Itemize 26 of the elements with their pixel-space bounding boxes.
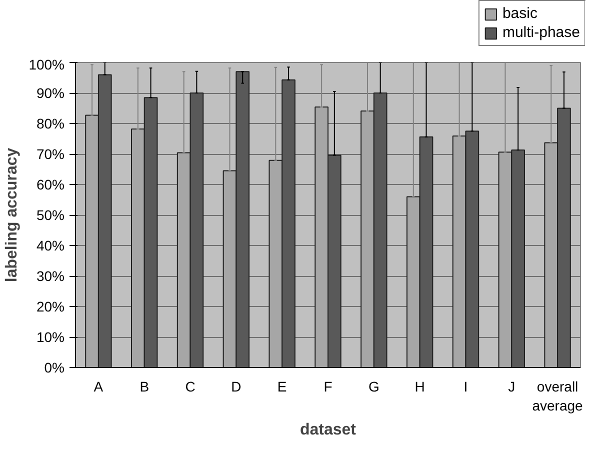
y-tick-label: 30% bbox=[36, 268, 65, 284]
legend-label: multi-phase bbox=[502, 24, 580, 41]
x-tick-label: E bbox=[277, 378, 287, 394]
y-tick-label: 60% bbox=[36, 176, 65, 192]
x-tick-label: G bbox=[368, 378, 380, 394]
y-tick-label: 70% bbox=[36, 146, 65, 162]
y-tick-label: 90% bbox=[36, 85, 65, 101]
y-axis-title: labeling accuracy bbox=[4, 148, 21, 282]
y-tick-label: 100% bbox=[28, 56, 65, 72]
x-tick-label: C bbox=[185, 378, 196, 394]
x-tick-label: F bbox=[324, 378, 332, 394]
legend-label: basic bbox=[502, 5, 538, 22]
y-tick-label: 10% bbox=[36, 329, 65, 345]
y-tick-label: 80% bbox=[36, 116, 65, 132]
x-tick-label: H bbox=[414, 378, 425, 394]
y-tick-label: 50% bbox=[36, 207, 65, 223]
y-tick-label: 20% bbox=[36, 298, 65, 314]
y-tick-label: 0% bbox=[44, 360, 64, 376]
x-tick-label: J bbox=[508, 378, 516, 394]
y-tick-label: 40% bbox=[36, 238, 65, 254]
x-tick-label: B bbox=[140, 378, 150, 394]
x-tick-label: overall average bbox=[532, 378, 584, 414]
x-axis-title: dataset bbox=[300, 422, 357, 439]
x-tick-label: I bbox=[464, 378, 468, 394]
x-tick-label: A bbox=[94, 378, 104, 394]
x-tick-label: D bbox=[231, 378, 242, 394]
